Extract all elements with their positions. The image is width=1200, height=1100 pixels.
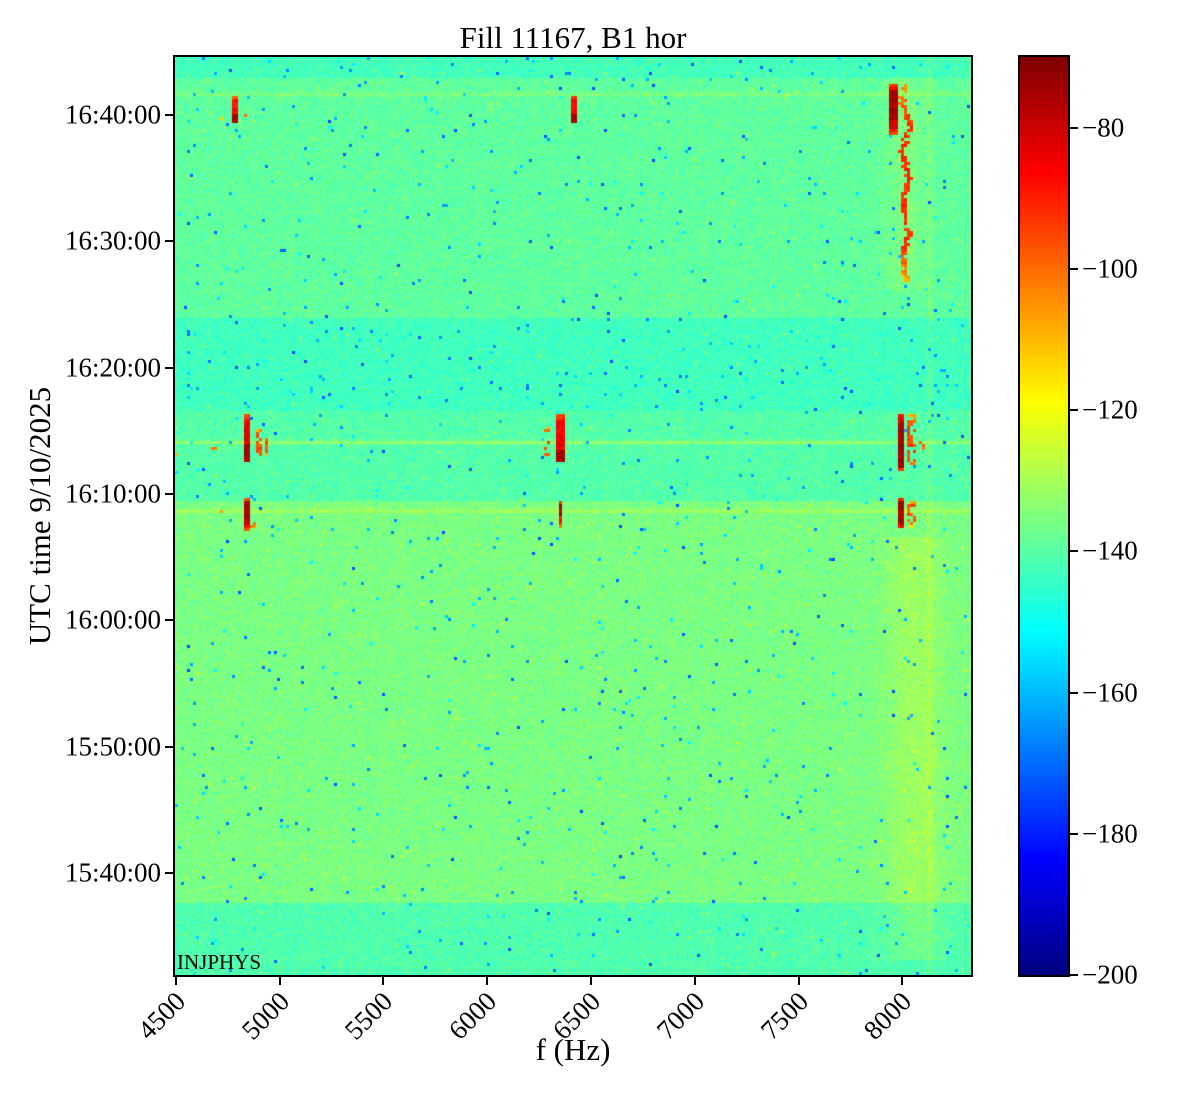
y-tick-label: 15:50:00: [64, 731, 161, 762]
plot-annotation: INJPHYS: [177, 950, 262, 974]
x-tick-mark: [901, 977, 904, 985]
y-tick-mark: [165, 240, 173, 243]
colorbar-tick-label: −200: [1082, 959, 1138, 990]
y-tick-label: 16:00:00: [64, 604, 161, 635]
y-tick-mark: [165, 619, 173, 622]
colorbar-gradient: [1020, 57, 1068, 975]
y-tick-label: 16:40:00: [64, 99, 161, 130]
y-tick-mark: [165, 492, 173, 495]
colorbar-tick-mark: [1070, 409, 1078, 412]
colorbar: [1018, 55, 1070, 977]
x-tick-mark: [797, 977, 800, 985]
x-axis-label: f (Hz): [535, 1032, 611, 1067]
x-tick-mark: [590, 977, 593, 985]
colorbar-tick-label: −140: [1082, 535, 1138, 566]
y-tick-mark: [165, 113, 173, 116]
colorbar-tick-label: −120: [1082, 394, 1138, 425]
x-tick-mark: [174, 977, 177, 985]
y-tick-label: 15:40:00: [64, 857, 161, 888]
plot-area: [173, 55, 973, 977]
x-tick-mark: [693, 977, 696, 985]
y-tick-mark: [165, 871, 173, 874]
colorbar-tick-mark: [1070, 832, 1078, 835]
colorbar-tick-mark: [1070, 974, 1078, 976]
chart-title: Fill 11167, B1 hor: [459, 20, 687, 55]
x-tick-mark: [486, 977, 489, 985]
x-tick-mark: [382, 977, 385, 985]
colorbar-tick-mark: [1070, 126, 1078, 129]
colorbar-tick-mark: [1070, 267, 1078, 270]
x-tick-mark: [278, 977, 281, 985]
colorbar-tick-label: −100: [1082, 253, 1138, 284]
colorbar-tick-label: −80: [1082, 112, 1125, 143]
y-tick-label: 16:20:00: [64, 352, 161, 383]
colorbar-tick-mark: [1070, 550, 1078, 553]
y-tick-mark: [165, 745, 173, 748]
y-tick-label: 16:10:00: [64, 478, 161, 509]
y-tick-label: 16:30:00: [64, 225, 161, 256]
colorbar-tick-label: −160: [1082, 677, 1138, 708]
y-tick-mark: [165, 366, 173, 369]
colorbar-tick-label: −180: [1082, 818, 1138, 849]
colorbar-tick-mark: [1070, 691, 1078, 694]
spectrogram-heatmap: [175, 57, 971, 975]
